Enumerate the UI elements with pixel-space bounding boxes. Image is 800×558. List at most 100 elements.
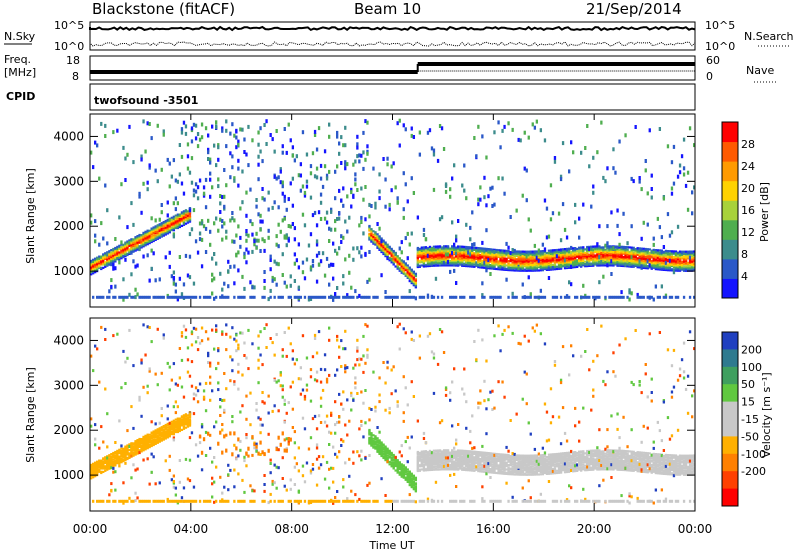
power-cell (292, 154, 294, 158)
power-cell (614, 249, 616, 251)
power-cell (631, 260, 633, 262)
power-cell (622, 212, 624, 216)
power-cell (149, 230, 151, 232)
power-cell (245, 239, 247, 243)
power-cell (554, 296, 556, 299)
power-cell (116, 129, 118, 133)
power-cell (612, 166, 614, 170)
power-cell (278, 244, 280, 248)
power-cell (441, 296, 443, 299)
power-cell (405, 236, 407, 240)
power-cell (419, 248, 421, 250)
power-colorbar-label: Power [dB] (758, 182, 771, 242)
power-cell (512, 248, 514, 252)
power-cell (169, 184, 171, 188)
power-cell (195, 190, 197, 194)
power-cell (320, 193, 322, 197)
power-cell (405, 127, 407, 131)
power-cell (628, 288, 630, 292)
power-cell (626, 241, 628, 245)
velocity-cell (116, 333, 118, 336)
velocity-cell (149, 434, 151, 436)
power-cell (419, 260, 421, 262)
power-cell (336, 296, 338, 299)
power-cell (167, 222, 169, 224)
power-cell (592, 246, 594, 248)
power-cell (469, 260, 471, 262)
power-cell (124, 178, 126, 182)
power-cell (524, 296, 526, 299)
velocity-cell (203, 437, 205, 441)
power-cell (199, 138, 201, 142)
power-cell (419, 153, 421, 157)
power-cell (328, 170, 330, 174)
power-cell (503, 192, 505, 196)
power-cell (403, 216, 405, 220)
power-cell (491, 249, 493, 251)
power-cell (138, 247, 140, 251)
nsearch-series-line (90, 42, 695, 46)
power-cell (510, 267, 512, 269)
power-cell (245, 260, 247, 264)
power-cell (96, 143, 98, 147)
power-cell (193, 123, 195, 127)
power-cell (332, 296, 334, 299)
power-cell (134, 295, 136, 299)
power-cell (624, 252, 626, 254)
power-cell (689, 126, 691, 130)
velocity-cell (201, 451, 203, 455)
power-cell (288, 197, 290, 201)
colorbar-tick-label: 28 (741, 138, 755, 151)
power-cell (149, 122, 151, 126)
power-cell (155, 218, 157, 222)
power-cell (362, 150, 364, 154)
velocity-cell (128, 329, 130, 332)
power-cell (532, 251, 534, 253)
power-cell (193, 193, 195, 197)
power-cell (268, 208, 270, 212)
power-cell (161, 296, 163, 299)
power-cell (397, 121, 399, 125)
power-cell (261, 196, 263, 200)
power-cell (298, 286, 300, 290)
power-cell (382, 243, 384, 245)
power-cell (175, 217, 177, 219)
power-cell (245, 153, 247, 157)
power-cell (614, 296, 616, 299)
velocity-cell (142, 500, 144, 503)
velocity-cell (96, 347, 98, 350)
power-cell (247, 234, 249, 238)
velocity-cell (195, 443, 197, 446)
power-cell (169, 251, 171, 255)
power-cell (175, 196, 177, 200)
power-cell (457, 253, 459, 255)
velocity-cell (161, 426, 163, 428)
velocity-cell (106, 500, 108, 503)
power-cell (181, 225, 183, 227)
power-cell (288, 123, 290, 127)
velocity-cell (189, 412, 191, 415)
power-cell (411, 273, 413, 275)
power-cell (568, 280, 570, 284)
power-cell (163, 221, 165, 223)
power-cell (518, 266, 520, 270)
velocity-cell (173, 405, 175, 408)
power-cell (108, 296, 110, 299)
power-cell (185, 223, 187, 225)
power-cell (594, 245, 596, 247)
power-cell (157, 124, 159, 128)
power-cell (330, 210, 332, 214)
power-cell (540, 289, 542, 293)
power-cell (457, 245, 459, 247)
power-cell (205, 126, 207, 130)
power-cell (130, 272, 132, 276)
power-cell (691, 190, 693, 194)
power-cell (171, 175, 173, 179)
power-cell (237, 159, 239, 163)
velocity-cell (193, 412, 195, 415)
power-cell (639, 259, 641, 263)
power-cell (292, 177, 294, 181)
power-cell (606, 263, 608, 267)
power-cell (251, 138, 253, 142)
freq-panel-frame (90, 56, 695, 80)
